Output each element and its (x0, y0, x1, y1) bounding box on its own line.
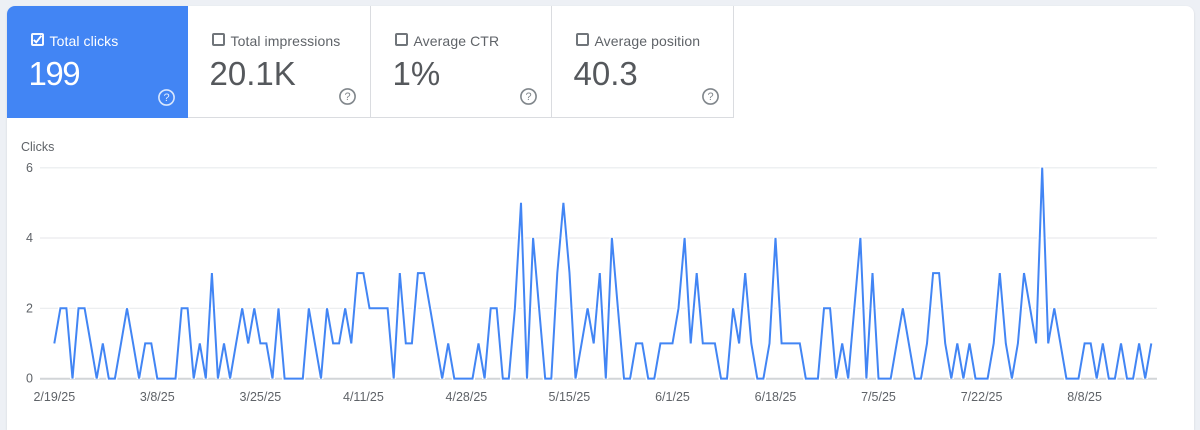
svg-text:?: ? (344, 91, 350, 103)
svg-text:6/1/25: 6/1/25 (655, 390, 690, 404)
svg-text:0: 0 (26, 372, 33, 386)
svg-text:?: ? (163, 92, 169, 104)
svg-text:?: ? (525, 91, 531, 103)
svg-text:7/5/25: 7/5/25 (861, 390, 896, 404)
svg-text:4/28/25: 4/28/25 (446, 390, 488, 404)
svg-text:Clicks: Clicks (21, 140, 54, 154)
svg-text:2: 2 (26, 301, 33, 315)
svg-text:7/22/25: 7/22/25 (961, 390, 1003, 404)
svg-text:2/19/25: 2/19/25 (33, 390, 75, 404)
svg-text:4: 4 (26, 231, 33, 245)
svg-text:6/18/25: 6/18/25 (755, 390, 797, 404)
svg-text:3/25/25: 3/25/25 (240, 390, 282, 404)
svg-text:4/11/25: 4/11/25 (343, 390, 384, 404)
svg-text:6: 6 (26, 161, 33, 175)
svg-text:5/15/25: 5/15/25 (549, 390, 591, 404)
svg-text:?: ? (707, 91, 713, 103)
svg-text:8/8/25: 8/8/25 (1067, 390, 1102, 404)
svg-text:3/8/25: 3/8/25 (140, 390, 175, 404)
